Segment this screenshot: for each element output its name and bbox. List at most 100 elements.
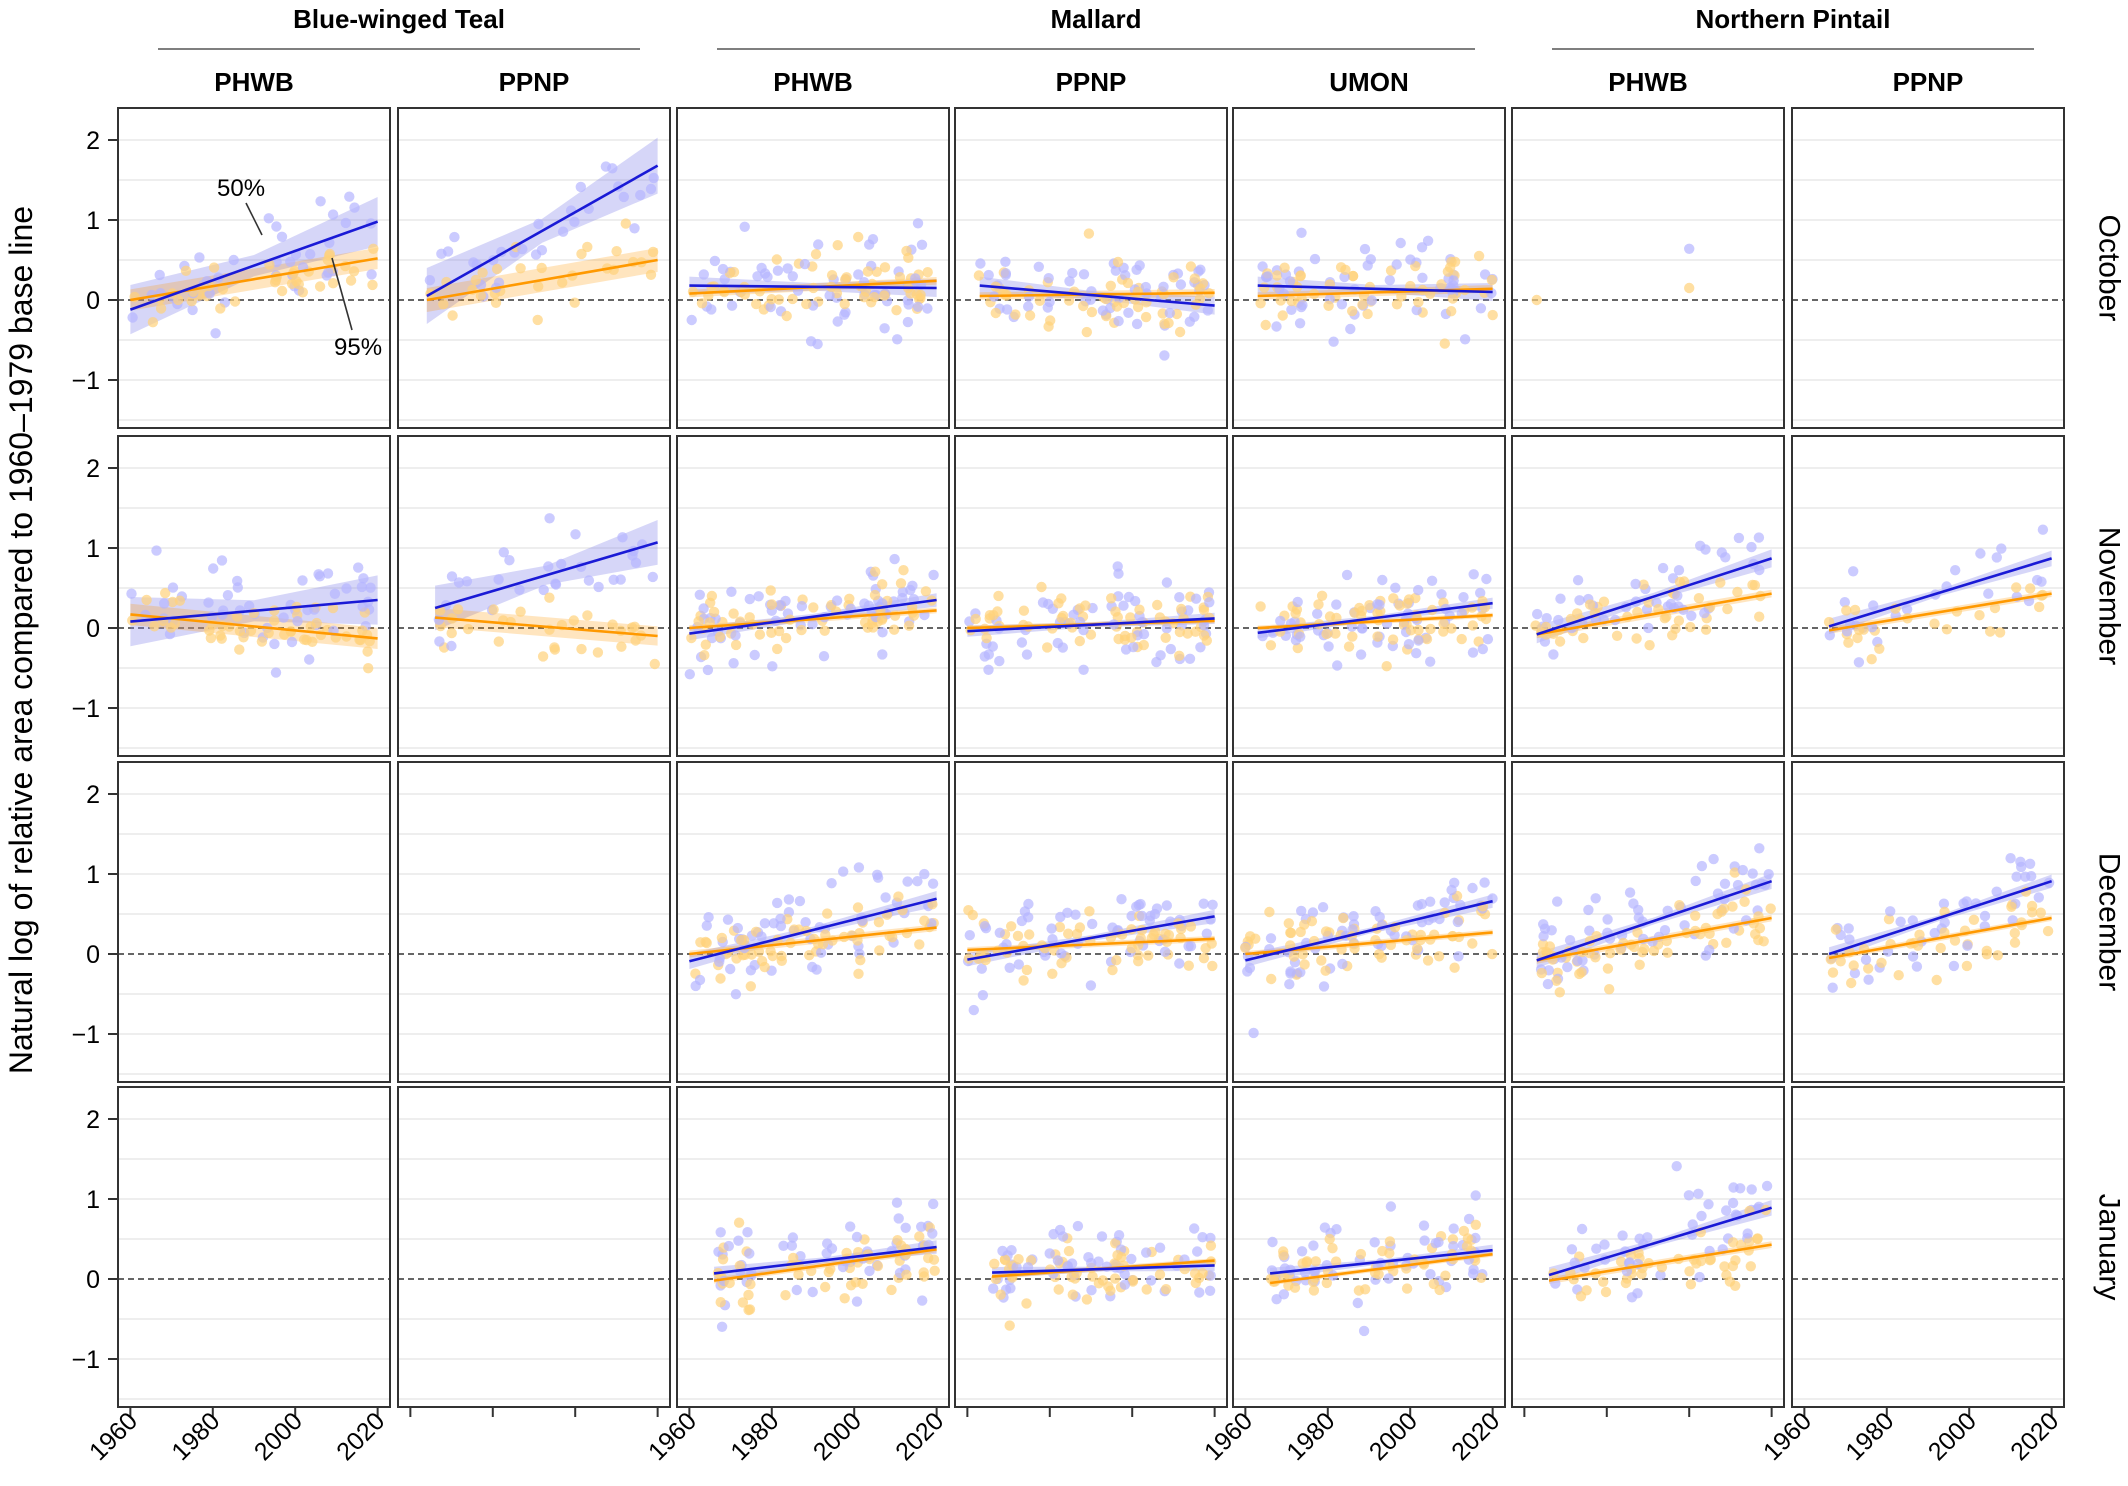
- data-point-95: [568, 615, 579, 626]
- facet-panel: [117, 107, 391, 429]
- data-point-50: [1198, 620, 1210, 631]
- data-point-50: [570, 529, 581, 540]
- data-point-95: [576, 643, 587, 655]
- data-point-50: [1746, 541, 1757, 553]
- data-point-50: [794, 895, 806, 907]
- data-point-95: [743, 1304, 754, 1316]
- data-point-95: [862, 266, 874, 277]
- data-point-50: [1690, 875, 1701, 887]
- panel-border: [676, 435, 950, 757]
- data-point-95: [2006, 901, 2017, 912]
- data-point-95: [215, 630, 226, 641]
- data-point-50: [286, 636, 298, 648]
- data-point-50: [756, 931, 767, 942]
- data-point-50: [1477, 643, 1489, 655]
- data-point-95: [717, 1254, 729, 1265]
- data-point-95: [1388, 593, 1399, 604]
- data-point-50: [1047, 934, 1058, 945]
- data-point-50: [1285, 968, 1296, 979]
- x-tick-label: 2000: [1923, 1407, 1982, 1466]
- data-point-95: [515, 263, 526, 274]
- y-tick-label: 1: [86, 1186, 100, 1214]
- data-point-50: [1369, 1237, 1380, 1248]
- data-point-50: [126, 588, 137, 599]
- data-point-50: [1747, 868, 1758, 879]
- data-point-50: [1149, 908, 1161, 920]
- data-point-50: [1628, 898, 1639, 909]
- data-point-50: [1590, 893, 1601, 904]
- data-point-50: [686, 314, 697, 326]
- data-point-95: [1105, 280, 1117, 291]
- data-point-95: [269, 615, 280, 626]
- data-point-95: [922, 267, 933, 278]
- data-point-95: [1106, 593, 1117, 604]
- data-point-50: [127, 312, 138, 323]
- data-point-95: [1024, 310, 1036, 321]
- data-point-50: [979, 921, 991, 932]
- data-point-95: [1674, 576, 1686, 588]
- data-point-95: [1200, 943, 1211, 954]
- data-point-50: [2020, 871, 2031, 882]
- data-point-50: [976, 963, 987, 974]
- data-point-50: [1683, 1190, 1695, 1201]
- data-point-95: [852, 935, 863, 946]
- data-point-95: [992, 606, 1003, 617]
- data-point-95: [817, 939, 829, 950]
- data-point-50: [1643, 622, 1654, 634]
- data-point-50: [1584, 925, 1595, 936]
- data-point-50: [1719, 878, 1731, 889]
- data-point-50: [1286, 304, 1297, 315]
- data-point-50: [730, 989, 742, 1000]
- data-point-50: [1052, 637, 1064, 649]
- data-point-50: [759, 918, 771, 929]
- data-point-50: [1161, 577, 1173, 588]
- data-point-50: [544, 513, 555, 524]
- data-point-50: [1761, 1180, 1773, 1192]
- data-point-95: [174, 595, 186, 606]
- data-point-50: [323, 267, 334, 278]
- data-point-95: [1992, 950, 2004, 961]
- data-point-95: [1053, 1284, 1064, 1295]
- facet-panel: [1511, 107, 1785, 429]
- data-point-95: [1750, 928, 1761, 940]
- data-point-95: [819, 625, 830, 636]
- data-point-95: [1825, 954, 1837, 965]
- data-point-50: [1185, 941, 1197, 952]
- data-point-95: [1634, 959, 1645, 970]
- data-point-50: [725, 963, 736, 975]
- data-point-95: [920, 586, 932, 597]
- data-point-50: [1195, 642, 1206, 653]
- data-point-50: [1275, 615, 1286, 627]
- data-point-50: [872, 869, 883, 880]
- trend-line-50: [129, 220, 379, 311]
- data-point-95: [773, 625, 785, 637]
- data-point-50: [1703, 1199, 1714, 1210]
- trend-line-95: [426, 258, 658, 302]
- data-point-50: [453, 577, 465, 588]
- data-point-50: [928, 569, 939, 581]
- data-point-95: [544, 592, 555, 603]
- data-point-50: [1159, 946, 1171, 957]
- data-point-95: [1600, 1286, 1612, 1298]
- data-point-95: [780, 1290, 791, 1301]
- data-point-50: [1662, 905, 1673, 916]
- data-point-95: [963, 905, 974, 916]
- data-point-50: [1416, 242, 1428, 253]
- trend-line-50: [1828, 879, 2053, 956]
- data-point-95: [1034, 295, 1046, 306]
- data-point-95: [1347, 305, 1358, 317]
- data-point-95: [447, 310, 458, 321]
- data-point-95: [1112, 1250, 1123, 1261]
- data-point-95: [808, 602, 819, 613]
- data-point-50: [1016, 637, 1028, 648]
- data-point-50: [556, 558, 567, 570]
- site-label: UMON: [1329, 67, 1408, 97]
- data-point-95: [1093, 1278, 1105, 1289]
- data-point-95: [1745, 1261, 1757, 1272]
- panel-border: [1232, 107, 1506, 429]
- data-point-95: [2011, 582, 2022, 593]
- data-point-95: [1195, 283, 1206, 294]
- panel-border: [954, 435, 1228, 757]
- data-point-95: [1729, 867, 1741, 878]
- data-point-95: [270, 274, 282, 286]
